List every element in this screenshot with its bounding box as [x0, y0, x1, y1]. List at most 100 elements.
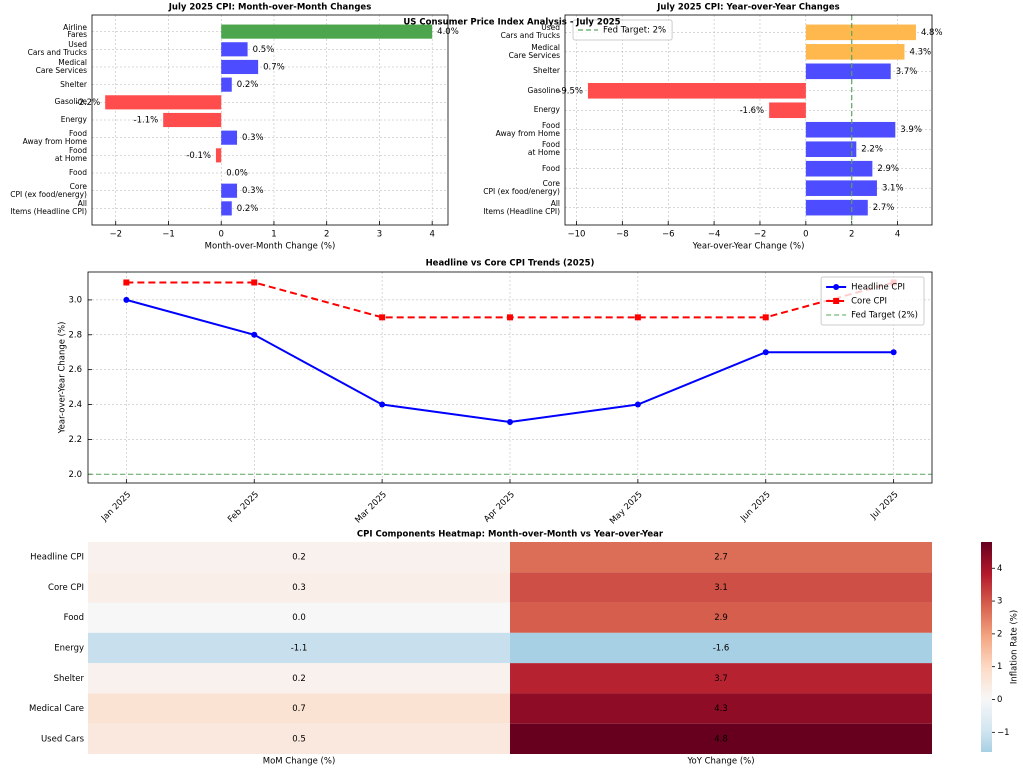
- bar: [221, 130, 238, 145]
- x-tick-label: 0: [803, 230, 808, 240]
- cell-label: 4.8: [714, 734, 728, 744]
- colorbar-tick-label: 3: [997, 597, 1002, 607]
- y-tick-label: Energy: [533, 105, 560, 115]
- heatmap-cell: [510, 542, 932, 573]
- value-label: 0.2%: [237, 204, 259, 214]
- value-label: 0.0%: [226, 169, 248, 179]
- x-tick-label: −1: [162, 230, 175, 240]
- heatmap-cell: [88, 693, 510, 724]
- x-tick-label: −4: [708, 230, 721, 240]
- y-tick-label: 2.0: [68, 470, 82, 480]
- data-point: [379, 401, 386, 408]
- heatmap-cell: [510, 572, 932, 603]
- value-label: 2.9%: [877, 164, 899, 174]
- bar: [805, 44, 905, 60]
- chart-title: July 2025 CPI: Month-over-Month Changes: [168, 3, 372, 13]
- cell-label: -1.1: [291, 644, 308, 654]
- y-tick-label: Gasoline: [527, 85, 560, 95]
- column-label: YoY Change (%): [686, 757, 754, 767]
- heatmap-cell: [510, 632, 932, 664]
- heatmap-cell: [88, 542, 510, 573]
- colorbar-tick-label: 0: [997, 695, 1002, 705]
- data-point: [762, 314, 769, 321]
- value-label: 0.7%: [263, 62, 285, 72]
- heatmap-cell: [88, 663, 510, 694]
- legend-label: Headline CPI: [851, 283, 905, 293]
- heatmap-cell: [88, 572, 510, 603]
- y-tick-label: Used Cars and Trucks: [27, 40, 87, 58]
- x-tick-label: −2: [109, 230, 122, 240]
- axes-frame: [87, 271, 933, 484]
- y-tick-label: Food Away from Home: [495, 120, 560, 138]
- value-label: 4.3%: [909, 47, 931, 57]
- bar: [221, 201, 232, 216]
- y-tick-label: Used Cars and Trucks: [500, 23, 560, 41]
- cell-label: 4.3: [714, 704, 728, 714]
- bar: [105, 95, 222, 110]
- colorbar-tick-label: 1: [997, 662, 1002, 672]
- x-tick-label: 3: [377, 230, 382, 240]
- data-point: [379, 314, 386, 321]
- data-point: [123, 296, 130, 303]
- y-tick-label: Core CPI (ex food/energy): [10, 181, 87, 199]
- colorbar-tick-label: 2: [997, 629, 1002, 639]
- row-label: Energy: [54, 644, 84, 654]
- row-label: Headline CPI: [30, 553, 84, 563]
- data-point: [762, 349, 769, 356]
- heatmap-cell: [510, 663, 932, 694]
- bar: [805, 199, 868, 216]
- data-point: [507, 314, 513, 321]
- cell-label: 2.9: [714, 613, 728, 623]
- value-label: -9.5%: [558, 86, 583, 96]
- x-tick-label: 4: [895, 230, 900, 240]
- y-tick-label: 3.0: [68, 295, 82, 305]
- heatmap-cell: [510, 723, 932, 754]
- bar: [805, 180, 877, 196]
- value-label: 3.9%: [900, 125, 922, 135]
- y-tick-label: 2.2: [68, 435, 82, 445]
- bar: [221, 59, 259, 75]
- y-tick-label: 2.6: [68, 365, 82, 375]
- y-tick-label: Food at Home: [54, 146, 87, 164]
- heatmap-cell: [510, 602, 932, 633]
- x-tick-label: −10: [567, 230, 585, 240]
- row-label: Medical Care: [29, 704, 84, 714]
- chart-title: Headline vs Core CPI Trends (2025): [426, 259, 595, 269]
- cell-label: 0.5: [292, 734, 306, 744]
- legend-marker: [833, 284, 840, 290]
- y-tick-label: Food: [69, 168, 87, 178]
- x-tick-label: 2: [849, 230, 854, 240]
- row-label: Shelter: [54, 674, 85, 684]
- y-tick-label: Food at Home: [527, 140, 560, 158]
- row-label: Core CPI: [48, 583, 84, 593]
- heatmap-cell: [88, 602, 510, 633]
- y-axis-label: Year-over-Year Change (%): [58, 322, 68, 435]
- bar: [163, 112, 222, 128]
- cell-label: -1.6: [713, 644, 730, 654]
- cell-label: 0.0: [292, 613, 306, 623]
- y-tick-label: Food: [542, 163, 560, 173]
- x-tick-label: −2: [754, 230, 767, 240]
- heatmap-cell: [510, 693, 932, 724]
- y-tick-label: Medical Care Services: [35, 58, 87, 75]
- value-label: 0.3%: [242, 186, 264, 196]
- y-tick-label: Core CPI (ex food/energy): [483, 179, 560, 197]
- x-tick-label: 4: [429, 230, 434, 240]
- bar: [221, 77, 232, 92]
- legend-frame: [572, 19, 673, 41]
- heatmap-cell: [88, 723, 510, 754]
- y-tick-label: 2.4: [68, 400, 82, 410]
- column-label: MoM Change (%): [263, 757, 336, 767]
- bar: [805, 63, 891, 80]
- data-point: [634, 401, 641, 408]
- legend: Fed Target: 2%: [572, 19, 673, 41]
- x-axis-label: Month-over-Month Change (%): [205, 242, 336, 252]
- legend-label: Fed Target (2%): [851, 311, 918, 321]
- data-point: [890, 349, 897, 356]
- cell-label: 0.7: [292, 704, 306, 714]
- x-tick-label: 0: [219, 230, 224, 240]
- axes-frame: [91, 14, 449, 226]
- data-point: [507, 418, 513, 425]
